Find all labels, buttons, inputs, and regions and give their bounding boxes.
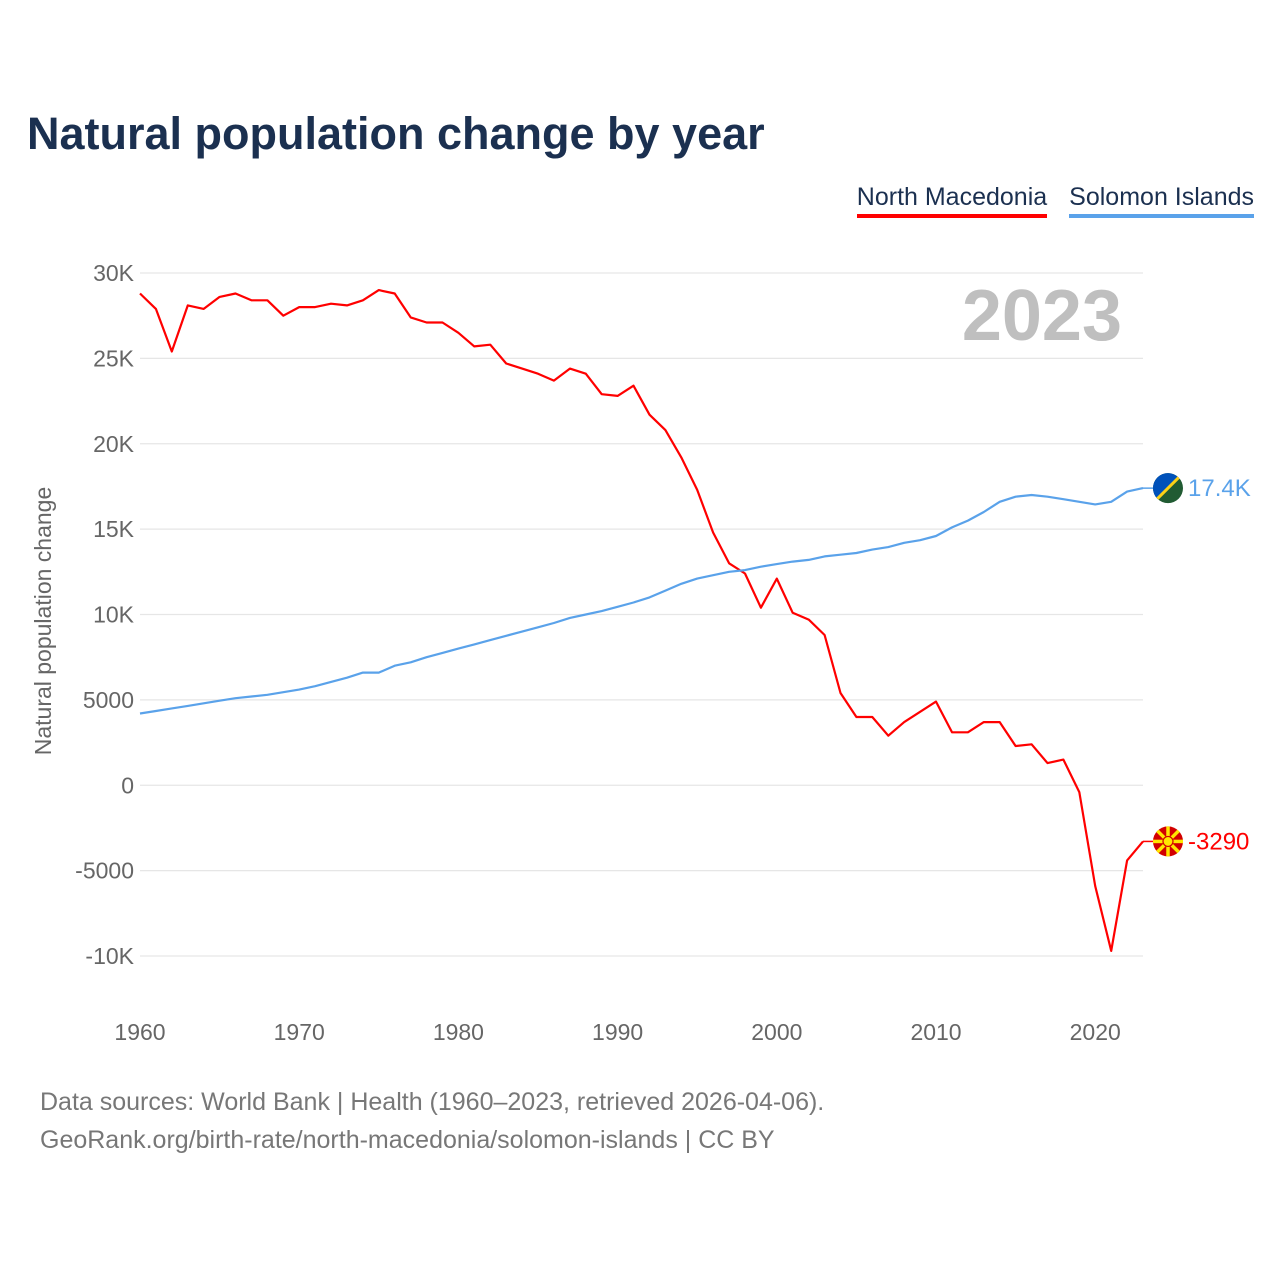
x-tick-label: 1990 [592, 1019, 643, 1045]
x-axis-ticks: 1960 1970 1980 1990 2000 2010 2020 [114, 1019, 1120, 1045]
y-tick-label: 30K [93, 260, 135, 286]
x-tick-label: 1980 [433, 1019, 484, 1045]
y-tick-label: 20K [93, 431, 135, 457]
y-tick-label: 10K [93, 602, 135, 628]
y-axis-ticks: 30K 25K 20K 15K 10K 5000 0 -5000 -10K [75, 260, 134, 969]
end-value-label: 17.4K [1188, 475, 1251, 502]
x-tick-label: 2010 [910, 1019, 961, 1045]
end-value-label: -3290 [1188, 828, 1249, 855]
series-end-markers: -3290 17.4K [1143, 473, 1251, 857]
footer-source: Data sources: World Bank | Health (1960–… [40, 1088, 825, 1116]
solomon-islands-flag-icon [1153, 473, 1183, 504]
x-tick-label: 1960 [114, 1019, 165, 1045]
y-tick-label: 25K [93, 345, 135, 371]
x-tick-label: 2020 [1070, 1019, 1121, 1045]
gridlines [140, 272, 1143, 957]
y-axis-label: Natural population change [30, 487, 56, 756]
north-macedonia-flag-icon [1153, 826, 1183, 857]
chart-title: Natural population change by year [27, 108, 765, 159]
footer-link[interactable]: GeoRank.org/birth-rate/north-macedonia/s… [40, 1126, 775, 1154]
x-tick-label: 2000 [751, 1019, 802, 1045]
legend-item-solomon-islands[interactable]: Solomon Islands [1069, 183, 1254, 218]
x-tick-label: 1970 [274, 1019, 325, 1045]
legend-item-north-macedonia[interactable]: North Macedonia [856, 183, 1048, 218]
y-tick-label: -5000 [75, 858, 134, 884]
series-line-north-macedonia [139, 289, 1144, 953]
series-lines [139, 289, 1144, 953]
y-tick-label: -10K [85, 943, 134, 969]
y-tick-label: 5000 [83, 687, 134, 713]
legend: North Macedonia Solomon Islands [856, 183, 1254, 218]
year-watermark: 2023 [962, 276, 1122, 356]
y-tick-label: 15K [93, 516, 135, 542]
y-tick-label: 0 [121, 772, 134, 798]
series-line-solomon-islands [139, 487, 1144, 715]
